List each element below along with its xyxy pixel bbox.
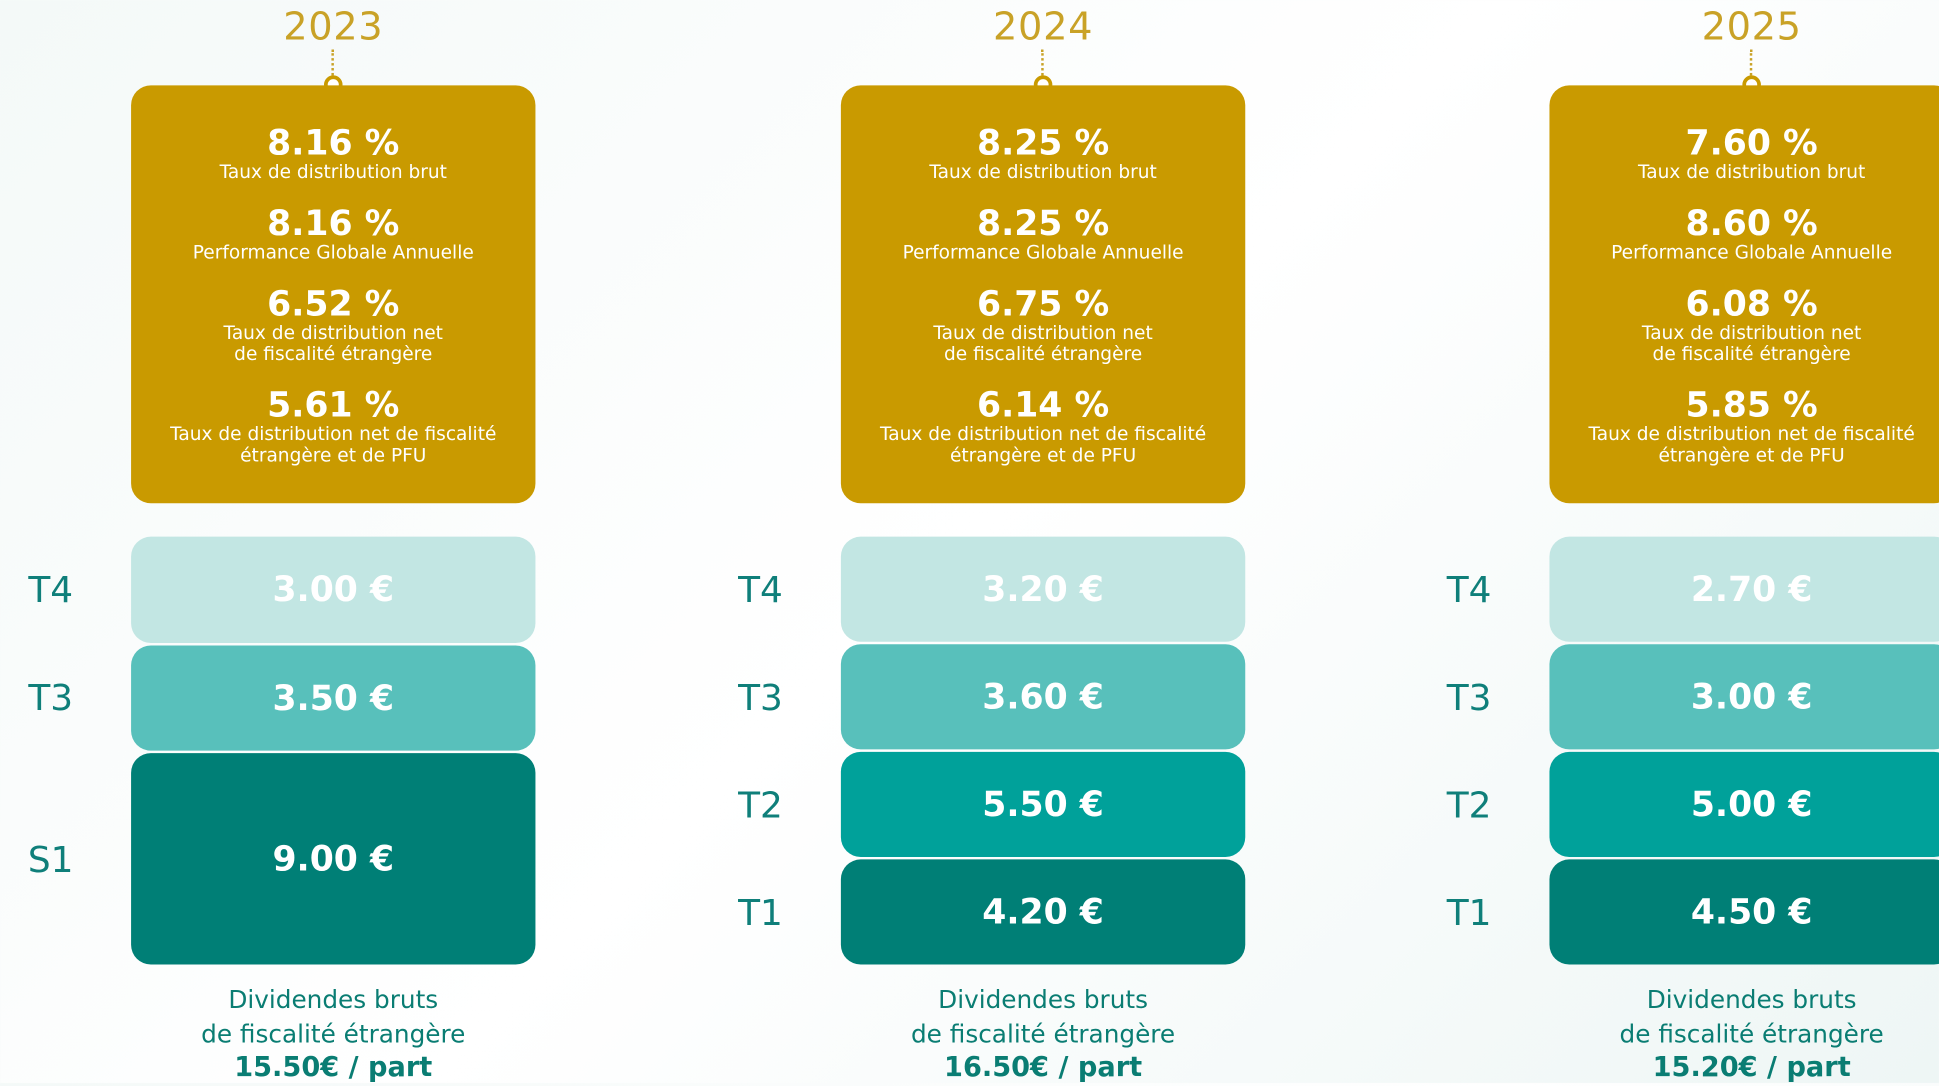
rate-item: 8.25 % Taux de distribution brut [929, 122, 1157, 184]
rate-value: 8.25 % [976, 122, 1110, 164]
rate-item: 5.61 % Taux de distribution net de fiscal… [170, 384, 497, 467]
summary-line: Dividendes bruts [1646, 984, 1857, 1015]
period-label: T2 [1446, 783, 1492, 826]
year-label: 2025 [1701, 4, 1802, 50]
rate-item: 8.16 % Taux de distribution brut [219, 122, 447, 184]
connector [331, 49, 334, 80]
rate-label: Performance Globale Annuelle [1611, 241, 1893, 264]
rate-item: 6.52 % Taux de distribution net de fiscal… [223, 283, 443, 365]
year-column: 2025 7.60 % Taux de distribution brut 8.60 … [1447, 0, 1939, 1086]
dividend-amount: 4.50 € [1690, 891, 1813, 933]
dividend-block: 4.20 € T1 [738, 859, 1246, 965]
summary-line: 16.50€ / part [944, 1052, 1143, 1084]
period-label: T2 [738, 783, 783, 826]
rate-label: Taux de distribution net de fiscalité ét… [1641, 321, 1862, 365]
summary-line: de fiscalité étrangère [910, 1018, 1176, 1049]
rate-item: 6.75 % Taux de distribution net de fiscal… [933, 283, 1153, 365]
dividend-stack: 3.20 € T4 3.60 € T3 5.50 € T2 4.20 € T1 [738, 536, 1246, 965]
dividend-amount: 5.50 € [982, 784, 1104, 825]
rate-value: 6.08 % [1685, 283, 1818, 324]
dividend-summary: Dividendes bruts de fiscalité étrangère 15… [1549, 982, 1939, 1086]
summary-line: 15.50€ / part [234, 1052, 433, 1084]
summary-line: Dividendes bruts [938, 984, 1148, 1015]
summary-line: de fiscalité étrangère [1619, 1018, 1884, 1049]
dividend-amount: 3.00 € [272, 569, 395, 610]
rate-item: 6.08 % Taux de distribution net de fiscal… [1641, 283, 1862, 365]
dividend-block: 3.00 € T3 [1447, 644, 1939, 750]
rate-label: Taux de distribution net de fiscalité ét… [879, 422, 1207, 467]
rate-label: Taux de distribution brut [219, 160, 447, 184]
rate-label: Taux de distribution net de fiscalité ét… [170, 422, 497, 467]
period-label: T3 [738, 675, 783, 718]
dividend-amount: 3.00 € [1690, 676, 1813, 718]
rate-item: 8.60 % Performance Globale Annuelle [1611, 205, 1892, 263]
period-label: T3 [28, 676, 74, 719]
rate-item: 6.14 % Taux de distribution net de fiscal… [879, 384, 1207, 467]
rate-value: 7.60 % [1685, 122, 1818, 164]
rate-label: Taux de distribution brut [1637, 160, 1866, 184]
rate-item: 7.60 % Taux de distribution brut [1637, 122, 1866, 184]
rates-card: 7.60 % Taux de distribution brut 8.60 % Per… [1549, 85, 1939, 504]
rate-label: Taux de distribution net de fiscalité ét… [933, 321, 1153, 365]
period-label: S1 [27, 837, 74, 880]
dividend-block: 3.00 € T4 [28, 536, 536, 643]
dividend-summary: Dividendes bruts de fiscalité étrangère 15… [131, 982, 535, 1086]
dividend-block: 4.50 € T1 [1447, 859, 1939, 965]
dividend-block: 3.50 € T3 [28, 644, 536, 751]
dividend-block: 5.00 € T2 [1447, 751, 1939, 857]
year-column: 2023 8.16 % Taux de distribution brut 8.16 … [28, 0, 536, 1086]
rate-value: 8.16 % [267, 202, 400, 244]
dividend-amount: 3.20 € [982, 568, 1104, 610]
connector [1041, 49, 1044, 80]
dividend-amount: 2.70 € [1690, 568, 1813, 610]
rate-item: 8.16 % Performance Globale Annuelle [193, 205, 474, 263]
year-label: 2023 [283, 4, 384, 50]
period-label: T4 [1446, 568, 1492, 611]
period-label: T1 [738, 890, 783, 934]
rate-item: 5.85 % Taux de distribution net de fiscal… [1588, 384, 1915, 467]
period-label: T4 [738, 568, 783, 611]
rate-value: 8.60 % [1685, 202, 1818, 244]
period-label: T1 [1446, 890, 1492, 934]
connector [1749, 49, 1753, 80]
dividend-summary: Dividendes bruts de fiscalité étrangère 16… [841, 982, 1245, 1086]
period-label: T3 [1446, 675, 1492, 718]
dividend-block: 3.20 € T4 [738, 536, 1246, 642]
rate-label: Taux de distribution brut [929, 160, 1157, 184]
rate-value: 5.61 % [267, 384, 400, 426]
rate-item: 8.25 % Performance Globale Annuelle [903, 205, 1184, 263]
summary-line: Dividendes bruts [228, 984, 439, 1015]
rates-card: 8.25 % Taux de distribution brut 8.25 % Per… [840, 85, 1246, 504]
rate-label: Taux de distribution net de fiscalité ét… [223, 321, 443, 365]
rate-value: 5.85 % [1685, 384, 1818, 426]
dividend-amount: 5.00 € [1690, 784, 1813, 825]
rate-value: 8.25 % [976, 202, 1110, 244]
dividend-stack: 2.70 € T4 3.00 € T3 5.00 € T2 4.50 € T1 [1447, 536, 1939, 965]
dividend-block: 9.00 € S1 [28, 753, 536, 965]
rate-label: Taux de distribution net de fiscalité ét… [1588, 422, 1915, 467]
period-label: T4 [28, 568, 74, 611]
rate-value: 6.14 % [976, 384, 1110, 426]
year-column: 2024 8.25 % Taux de distribution brut 8.25 … [738, 0, 1246, 1086]
dividend-amount: 3.50 € [272, 677, 395, 719]
dividend-amount: 4.20 € [982, 891, 1104, 933]
dividend-stack: 3.00 € T4 3.50 € T3 9.00 € S1 [28, 536, 536, 965]
year-label: 2024 [993, 4, 1094, 50]
rate-value: 8.16 % [267, 122, 400, 164]
summary-line: 15.20€ / part [1652, 1052, 1851, 1084]
rate-label: Performance Globale Annuelle [902, 241, 1184, 264]
summary-line: de fiscalité étrangère [201, 1018, 466, 1049]
dividend-amount: 9.00 € [272, 838, 395, 880]
dividend-block: 5.50 € T2 [738, 751, 1246, 857]
dividend-block: 3.60 € T3 [738, 644, 1246, 750]
rate-value: 6.52 % [267, 283, 400, 324]
rates-card: 8.16 % Taux de distribution brut 8.16 % Per… [131, 85, 536, 504]
dividend-amount: 3.60 € [982, 676, 1104, 718]
dividend-block: 2.70 € T4 [1447, 536, 1939, 642]
rate-value: 6.75 % [976, 283, 1110, 324]
rate-label: Performance Globale Annuelle [192, 241, 474, 264]
